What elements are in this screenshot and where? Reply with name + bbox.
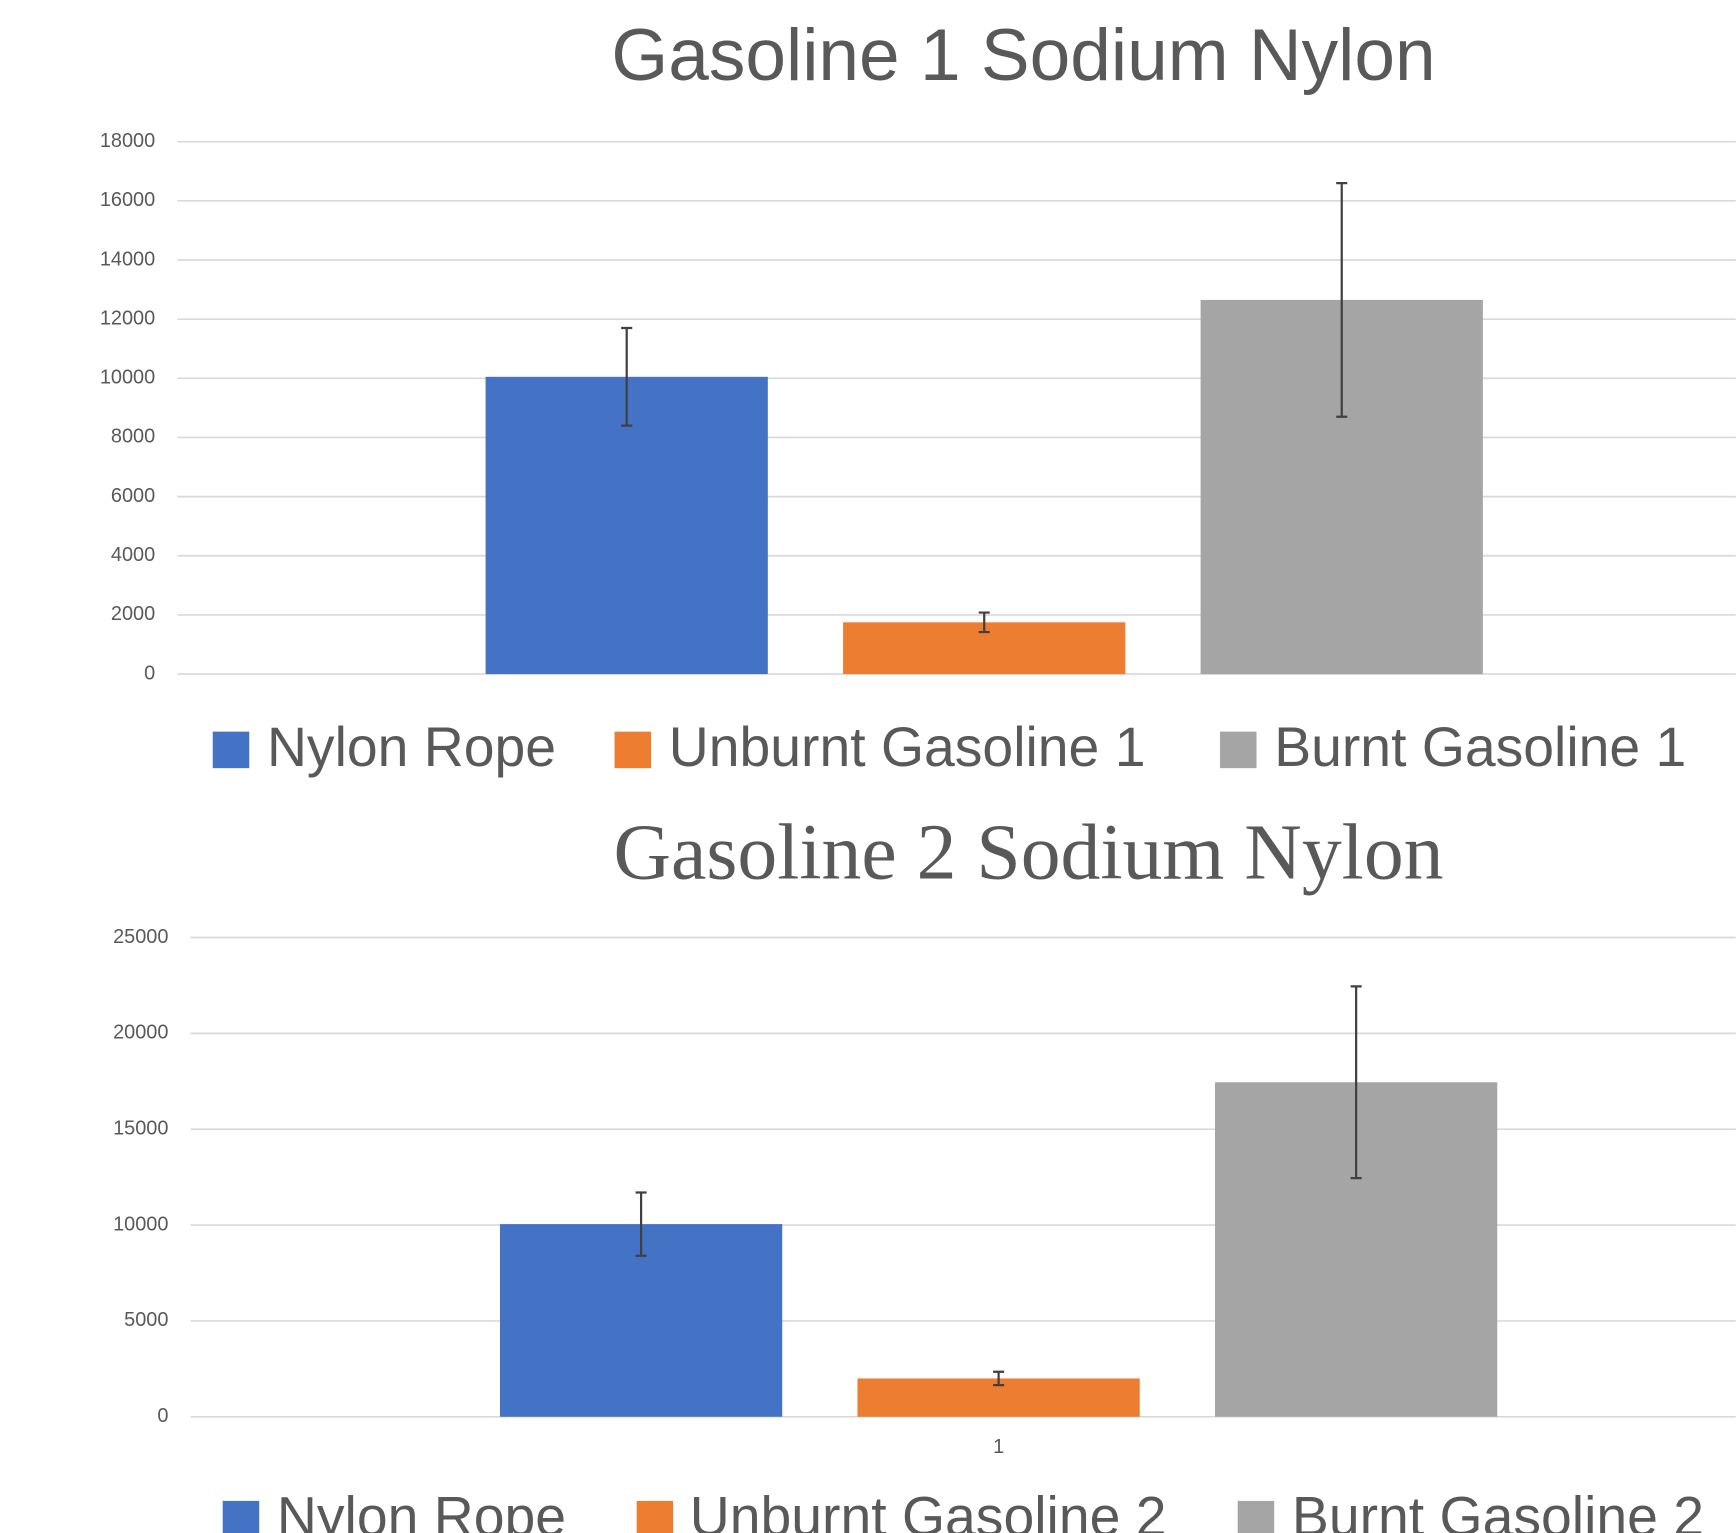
- legend-swatch: [222, 1500, 260, 1533]
- chart-title: Gasoline 1 Sodium Nylon: [611, 15, 1435, 96]
- y-tick-label: 16000: [100, 189, 155, 211]
- y-tick-label: 15000: [113, 1117, 168, 1139]
- y-tick-label: 14000: [100, 248, 155, 270]
- legend-label: Unburnt Gasoline 2: [690, 1485, 1167, 1533]
- error-bar: [993, 1370, 1005, 1387]
- chart-title: Gasoline 2 Sodium Nylon: [613, 808, 1443, 896]
- y-tick-label: 18000: [100, 130, 155, 152]
- error-bar: [1350, 985, 1362, 1180]
- legend-label: Unburnt Gasoline 1: [669, 716, 1146, 778]
- y-tick-label: 6000: [111, 485, 155, 507]
- legend-swatch: [614, 731, 652, 769]
- legend-label: Burnt Gasoline 1: [1274, 716, 1686, 778]
- legend-label: Nylon Rope: [267, 716, 556, 778]
- y-tick-label: 2000: [111, 603, 155, 625]
- y-tick-label: 12000: [100, 307, 155, 329]
- legend-swatch: [636, 1500, 674, 1533]
- legend-swatch: [1219, 731, 1257, 769]
- y-tick-label: 4000: [111, 544, 155, 566]
- y-tick-label: 8000: [111, 426, 155, 448]
- y-tick-label: 0: [157, 1405, 168, 1427]
- y-tick-label: 10000: [100, 367, 155, 389]
- y-tick-label: 0: [144, 662, 155, 684]
- y-tick-label: 25000: [113, 926, 168, 948]
- error-bar: [1336, 181, 1348, 418]
- error-bar: [635, 1191, 647, 1257]
- x-tick-label: 1: [993, 1436, 1004, 1458]
- legend-swatch: [212, 731, 250, 769]
- error-bar: [621, 326, 633, 427]
- legend-swatch: [1237, 1500, 1275, 1533]
- legend-label: Nylon Rope: [277, 1485, 566, 1533]
- y-tick-label: 5000: [124, 1309, 168, 1331]
- y-tick-label: 20000: [113, 1022, 168, 1044]
- legend-label: Burnt Gasoline 2: [1292, 1485, 1704, 1533]
- error-bar: [978, 611, 990, 634]
- y-tick-label: 10000: [113, 1213, 168, 1235]
